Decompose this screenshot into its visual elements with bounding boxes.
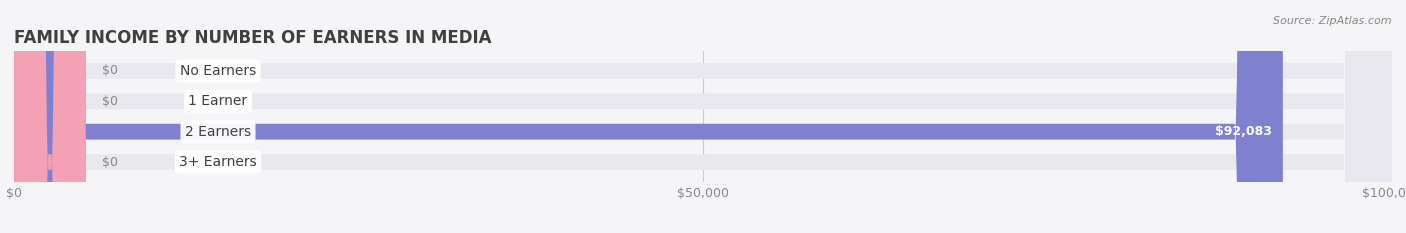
- Text: No Earners: No Earners: [180, 64, 256, 78]
- Text: $0: $0: [103, 155, 118, 168]
- FancyBboxPatch shape: [14, 0, 1392, 233]
- Text: 1 Earner: 1 Earner: [188, 94, 247, 108]
- Text: 3+ Earners: 3+ Earners: [179, 155, 257, 169]
- FancyBboxPatch shape: [14, 0, 1392, 233]
- FancyBboxPatch shape: [14, 0, 86, 233]
- Text: $92,083: $92,083: [1215, 125, 1272, 138]
- FancyBboxPatch shape: [14, 0, 86, 233]
- FancyBboxPatch shape: [14, 0, 1392, 233]
- FancyBboxPatch shape: [14, 0, 1282, 233]
- Text: Source: ZipAtlas.com: Source: ZipAtlas.com: [1274, 16, 1392, 26]
- FancyBboxPatch shape: [14, 0, 86, 233]
- Text: 2 Earners: 2 Earners: [186, 125, 252, 139]
- Text: $0: $0: [103, 95, 118, 108]
- Text: $0: $0: [103, 65, 118, 78]
- Text: FAMILY INCOME BY NUMBER OF EARNERS IN MEDIA: FAMILY INCOME BY NUMBER OF EARNERS IN ME…: [14, 29, 492, 47]
- FancyBboxPatch shape: [14, 0, 1392, 233]
